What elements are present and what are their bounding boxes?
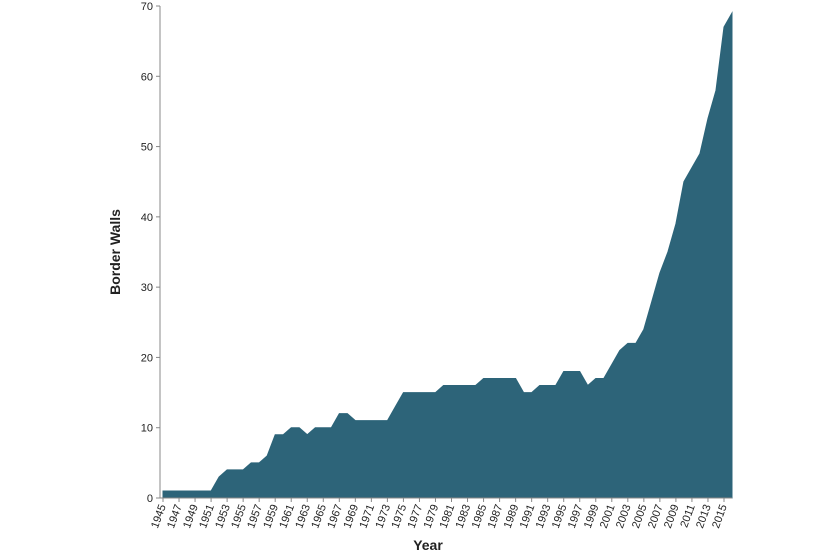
y-tick-label: 30 bbox=[141, 282, 153, 294]
y-tick-label: 70 bbox=[141, 1, 153, 13]
area bbox=[162, 11, 733, 499]
y-axis-title: Border Walls bbox=[107, 209, 123, 295]
y-tick-label: 0 bbox=[147, 493, 153, 505]
x-axis-title: Year bbox=[413, 537, 443, 553]
y-tick-label: 20 bbox=[141, 352, 153, 364]
y-tick-label: 10 bbox=[141, 423, 153, 435]
y-tick-label: 50 bbox=[141, 142, 153, 154]
y-tick-label: 40 bbox=[141, 212, 153, 224]
y-tick-label: 60 bbox=[141, 71, 153, 83]
